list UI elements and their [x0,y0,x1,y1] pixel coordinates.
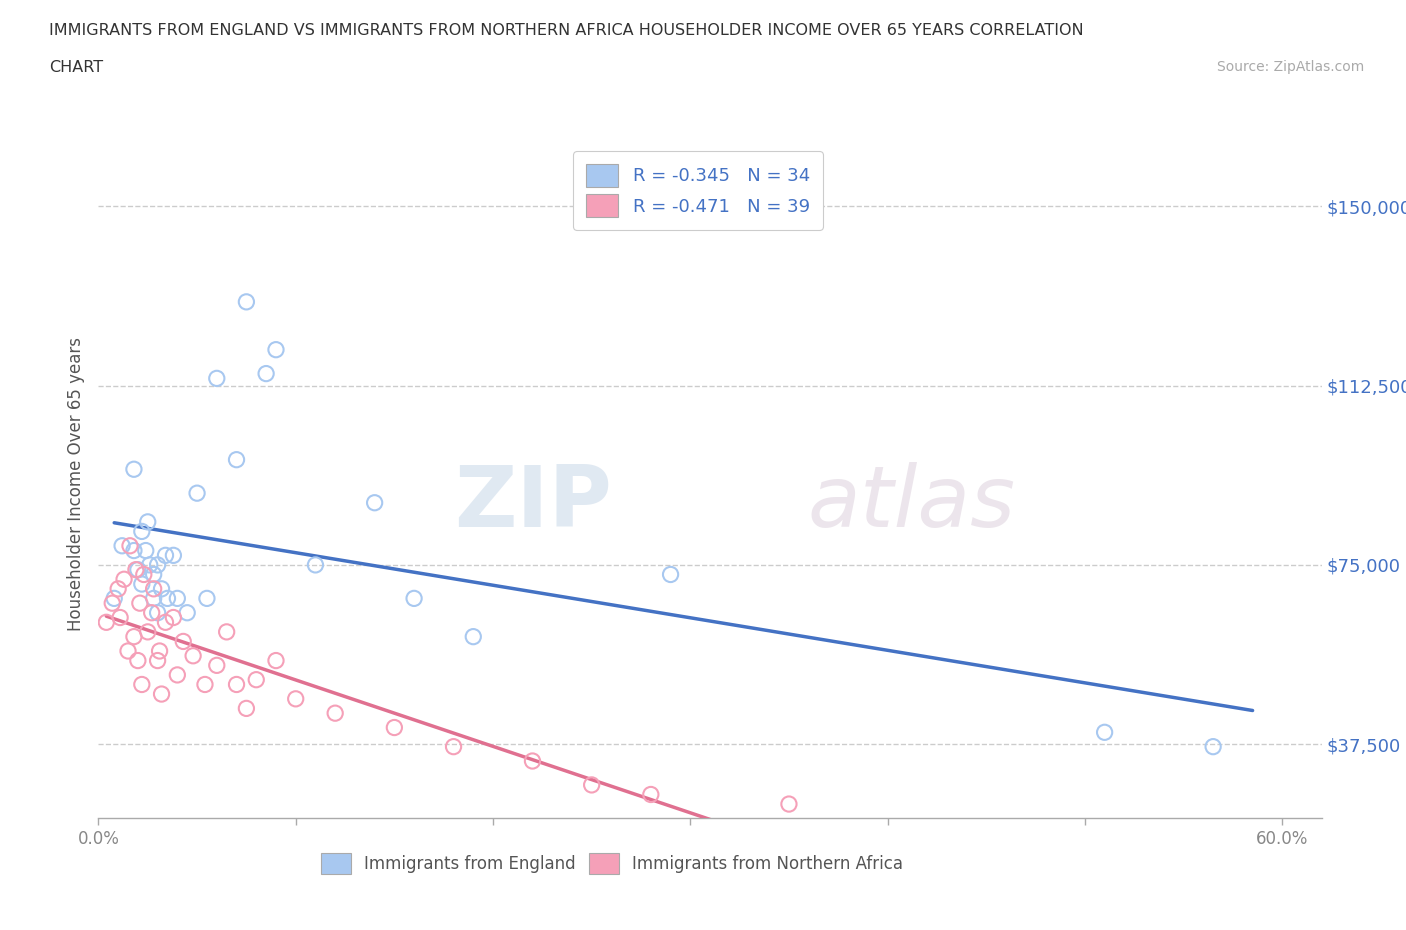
Point [155,548,177,563]
Point [245,672,267,687]
Point [581,777,603,792]
Point [1202,739,1225,754]
Point [146,557,169,572]
Point [107,581,129,596]
Point [103,591,125,605]
Point [1094,724,1116,739]
Point [194,677,217,692]
Point [131,577,153,591]
Point [150,581,173,596]
Point [522,753,544,768]
Point [141,605,163,620]
Point [127,563,149,578]
Point [205,658,228,672]
Legend: Immigrants from England, Immigrants from Northern Africa: Immigrants from England, Immigrants from… [314,846,910,881]
Point [181,648,204,663]
Point [166,668,188,683]
Point [117,644,139,658]
Point [172,634,194,649]
Text: atlas: atlas [808,462,1017,545]
Point [112,572,135,587]
Point [162,548,184,563]
Point [101,596,124,611]
Point [122,462,145,477]
Point [162,610,184,625]
Text: IMMIGRANTS FROM ENGLAND VS IMMIGRANTS FROM NORTHERN AFRICA HOUSEHOLDER INCOME OV: IMMIGRANTS FROM ENGLAND VS IMMIGRANTS FR… [49,23,1084,38]
Point [323,706,346,721]
Point [640,787,662,802]
Point [186,485,208,500]
Text: ZIP: ZIP [454,462,612,545]
Point [125,563,148,578]
Point [235,701,257,716]
Point [131,677,153,692]
Point [156,591,179,605]
Point [122,543,145,558]
Point [284,691,307,706]
Y-axis label: Householder Income Over 65 years: Householder Income Over 65 years [66,337,84,631]
Point [205,371,228,386]
Point [659,567,682,582]
Point [108,610,131,625]
Text: Source: ZipAtlas.com: Source: ZipAtlas.com [1216,60,1364,73]
Point [142,567,165,582]
Point [122,630,145,644]
Point [146,605,169,620]
Point [135,543,157,558]
Point [132,567,155,582]
Point [363,496,385,511]
Point [111,538,134,553]
Point [176,605,198,620]
Point [142,581,165,596]
Point [225,452,247,467]
Point [127,653,149,668]
Point [463,630,485,644]
Point [131,524,153,538]
Point [166,591,188,605]
Text: CHART: CHART [49,60,103,74]
Point [138,557,160,572]
Point [264,653,287,668]
Point [128,596,150,611]
Point [382,720,405,735]
Point [136,514,159,529]
Point [235,295,257,310]
Point [155,615,177,630]
Point [149,644,172,658]
Point [254,366,277,381]
Point [118,538,141,553]
Point [195,591,218,605]
Point [404,591,426,605]
Point [225,677,247,692]
Point [304,557,326,572]
Point [443,739,465,754]
Point [136,624,159,639]
Point [264,342,287,357]
Point [142,591,165,605]
Point [215,624,238,639]
Point [96,615,118,630]
Point [146,653,169,668]
Point [150,686,173,701]
Point [778,797,800,812]
